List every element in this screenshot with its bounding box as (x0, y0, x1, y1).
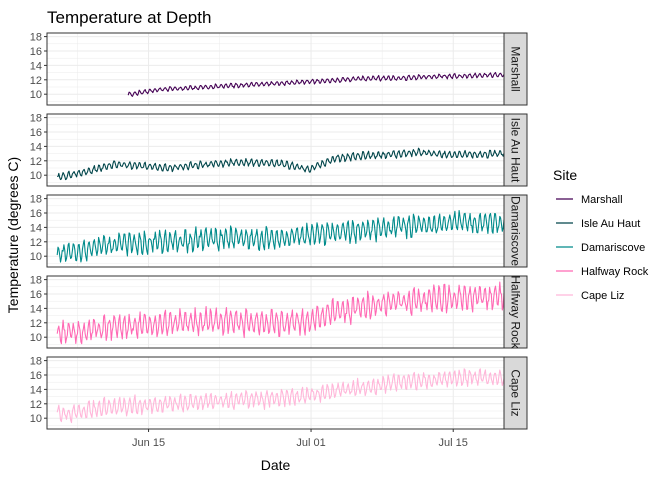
y-axis-title: Temperature (degrees C) (5, 157, 21, 313)
panel-cape-liz: 10 12 14 16 18 Cape Liz (30, 356, 528, 430)
y-tick-label: 16 (30, 370, 42, 382)
legend-label: Damariscove (581, 242, 645, 254)
series-line (56, 210, 505, 263)
panel-background (47, 357, 504, 429)
panel-background (47, 276, 504, 348)
y-tick-label: 16 (30, 127, 42, 139)
y-tick-label: 12 (30, 237, 42, 249)
y-tick-label: 14 (30, 141, 42, 153)
y-tick-label: 18 (30, 275, 42, 287)
facet-strip-label: Cape Liz (509, 369, 523, 416)
series-line (56, 281, 505, 345)
panel-halfway-rock: 10 12 14 16 18 Halfway Rock (30, 275, 528, 350)
series-line (57, 147, 505, 181)
y-tick-label: 16 (30, 289, 42, 301)
facet-strip-label: Marshall (509, 46, 523, 91)
x-tick-label: Jul 15 (439, 437, 468, 449)
panel-background (47, 114, 504, 186)
y-tick-label: 10 (30, 89, 42, 101)
y-tick-label: 10 (30, 251, 42, 263)
y-tick-label: 14 (30, 384, 42, 396)
facet-strip (503, 275, 528, 349)
y-tick-label: 18 (30, 32, 42, 44)
y-tick-label: 12 (30, 75, 42, 87)
facet-strip (503, 32, 528, 106)
facet-strip (503, 194, 528, 268)
y-tick-label: 12 (30, 399, 42, 411)
legend-label: Marshall (581, 194, 623, 206)
chart-title: Temperature at Depth (47, 8, 211, 27)
facet-strip (503, 113, 528, 187)
facet-strip-label: Halfway Rock (509, 275, 523, 349)
panel-marshall: 10 12 14 16 18 Marshall (30, 32, 528, 106)
x-tick-label: Jun 15 (132, 437, 165, 449)
y-tick-label: 18 (30, 356, 42, 368)
legend: Site Marshall Isle Au Haut Damariscove Half… (553, 167, 649, 302)
series-line (127, 71, 505, 97)
y-tick-label: 14 (30, 60, 42, 72)
panel-background (47, 33, 504, 105)
series-line (56, 368, 505, 424)
facet-strip-label: Damariscove (509, 196, 523, 266)
panels: 10 12 14 16 18 Marshall 10 12 14 16 18 Isle Au Haut… (30, 32, 528, 430)
y-tick-label: 18 (30, 113, 42, 125)
y-tick-label: 14 (30, 222, 42, 234)
y-tick-label: 10 (30, 170, 42, 182)
y-tick-label: 14 (30, 303, 42, 315)
facet-strip (503, 356, 528, 430)
legend-label: Isle Au Haut (581, 218, 640, 230)
panel-isle-au-haut: 10 12 14 16 18 Isle Au Haut (30, 113, 528, 187)
y-tick-label: 12 (30, 318, 42, 330)
legend-title: Site (553, 167, 577, 183)
y-tick-label: 12 (30, 156, 42, 168)
x-axis-title: Date (261, 457, 291, 473)
y-tick-label: 16 (30, 46, 42, 58)
y-tick-label: 10 (30, 413, 42, 425)
panel-damariscove: 10 12 14 16 18 Damariscove (30, 194, 528, 268)
legend-label: Halfway Rock (581, 266, 649, 278)
y-tick-label: 10 (30, 332, 42, 344)
y-tick-label: 16 (30, 208, 42, 220)
legend-label: Cape Liz (581, 290, 624, 302)
y-tick-label: 18 (30, 194, 42, 206)
x-tick-label: Jul 01 (296, 437, 325, 449)
facet-strip-label: Isle Au Haut (509, 118, 523, 183)
panel-background (47, 195, 504, 267)
x-axis: Jun 15 Jul 01 Jul 15 (132, 429, 468, 449)
